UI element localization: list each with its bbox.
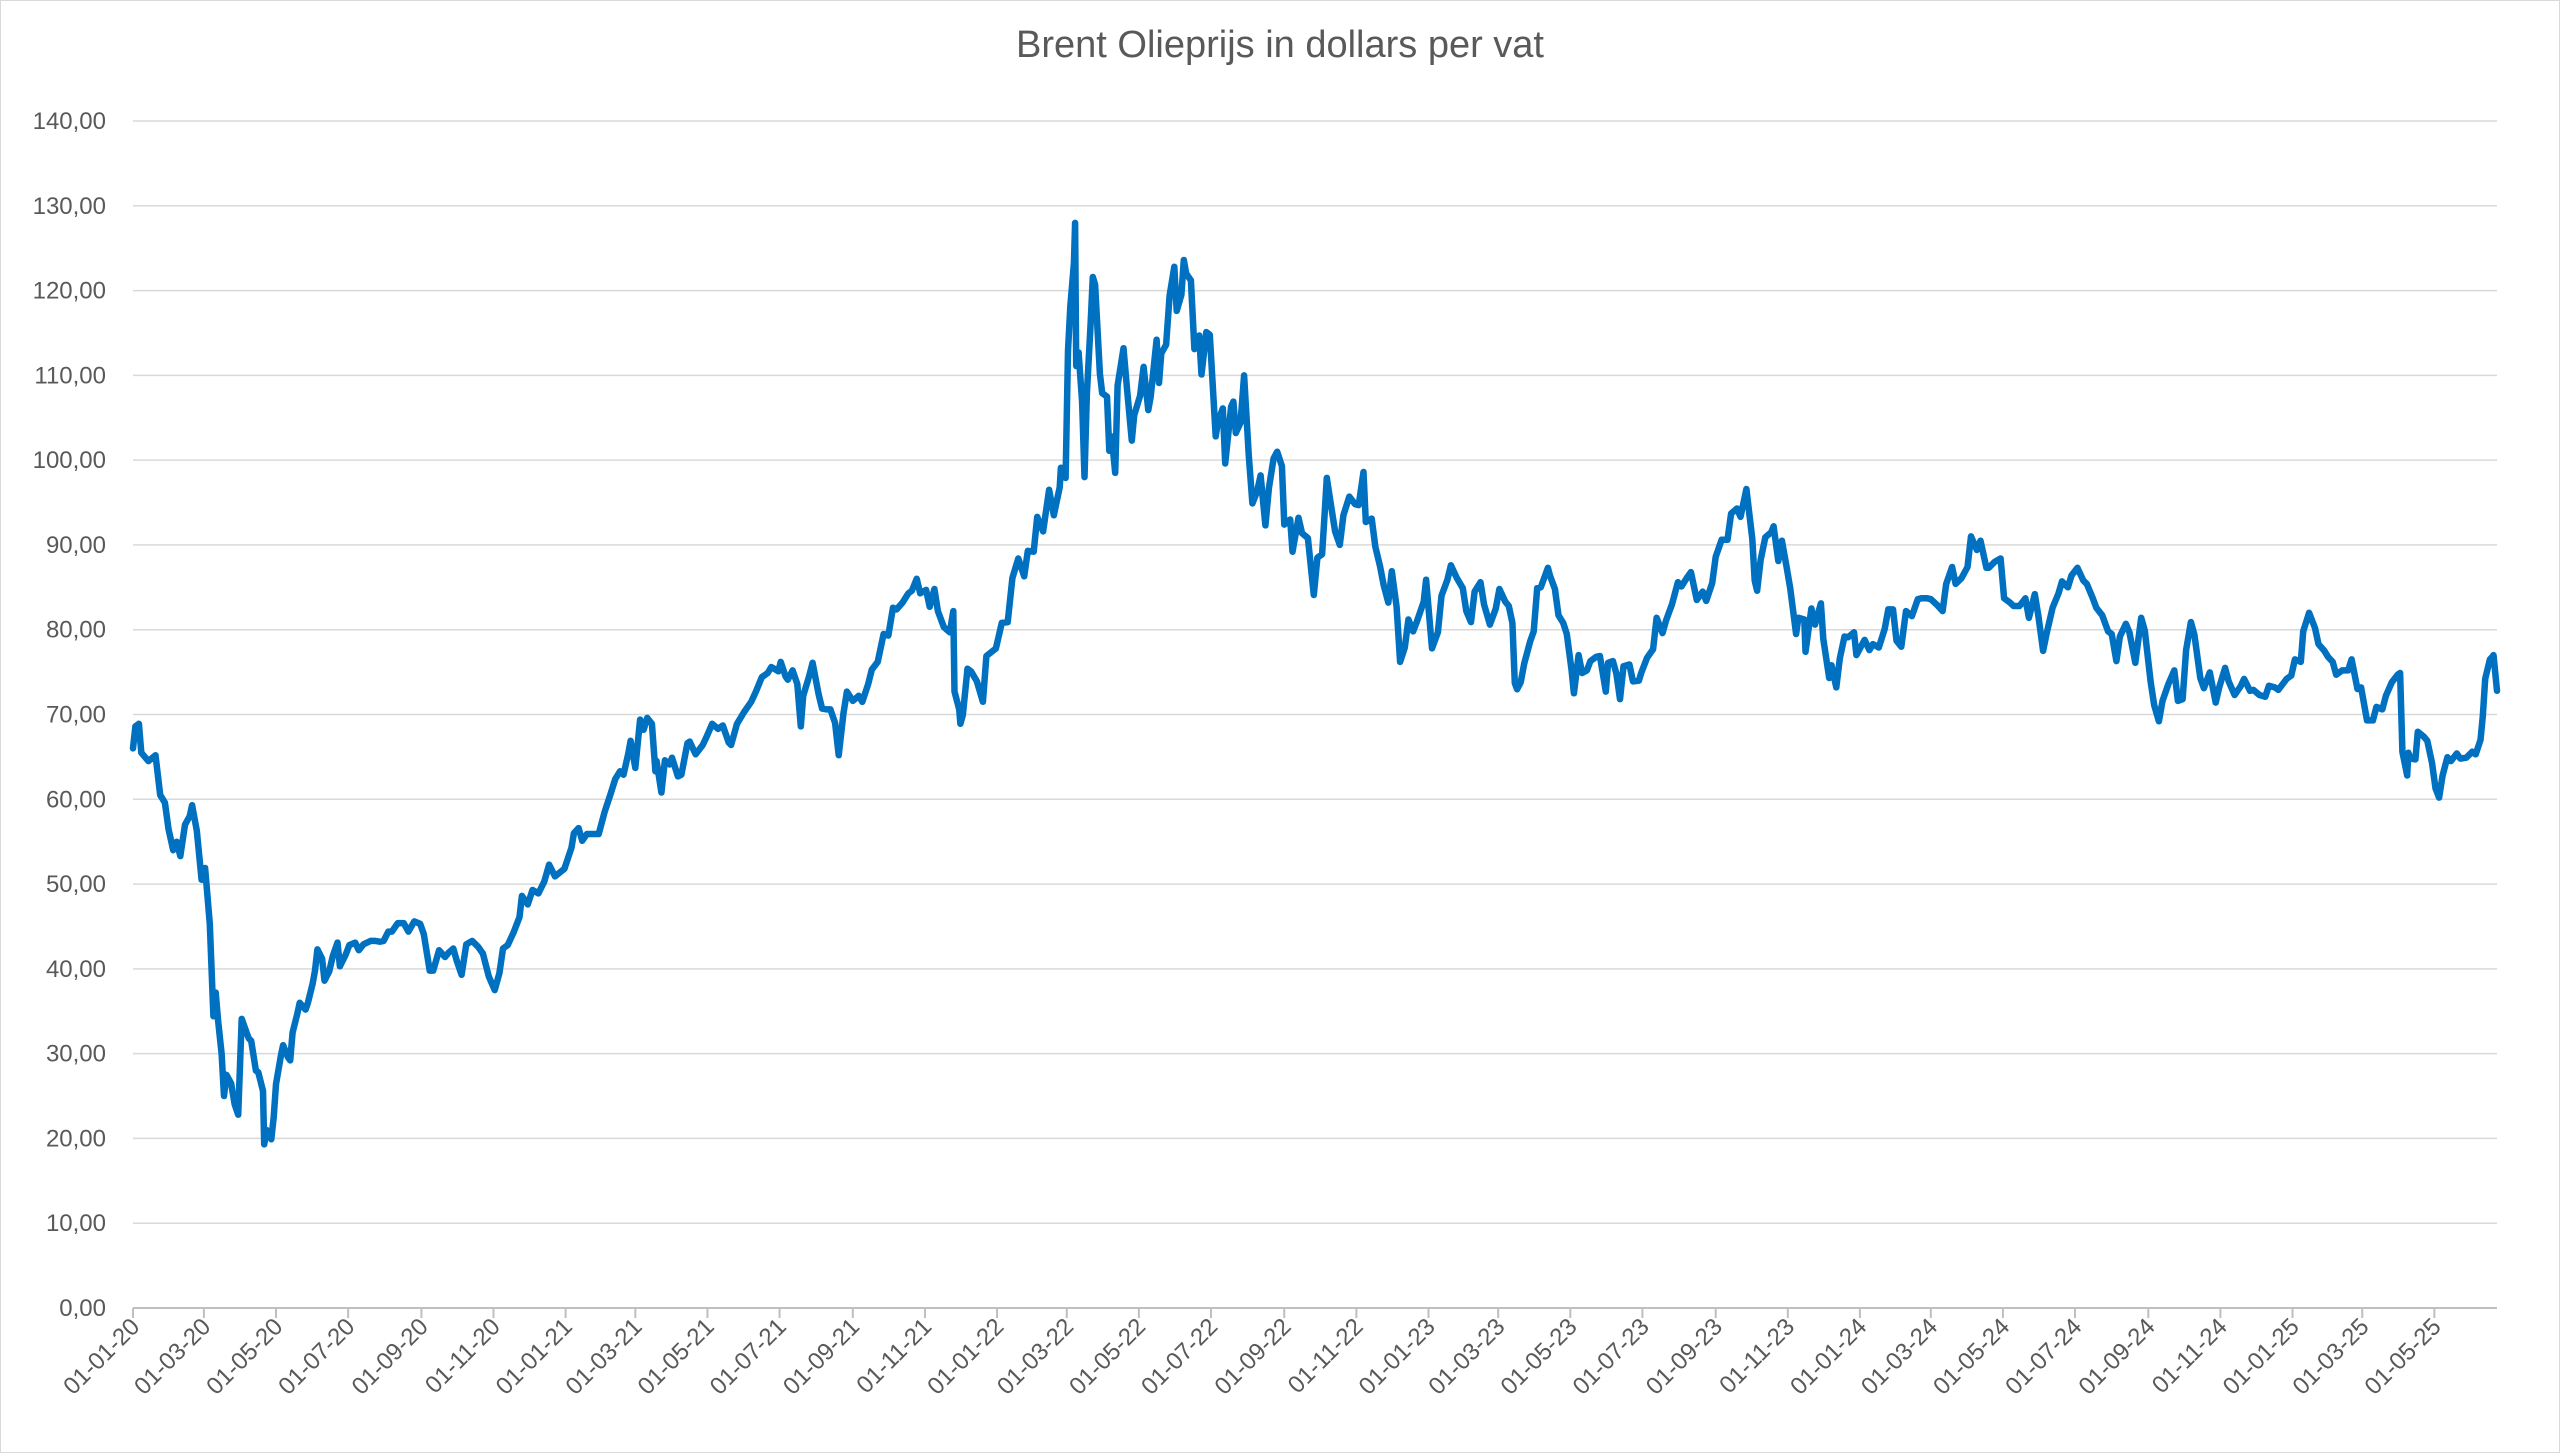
series-line (129, 219, 2501, 1148)
x-tick-label: 01-07-21 (705, 1313, 792, 1400)
x-tick-label: 01-09-20 (347, 1313, 434, 1400)
x-tick-label: 01-05-20 (201, 1313, 288, 1400)
x-tick-label: 01-05-22 (1064, 1313, 1151, 1400)
y-tick-label: 0,00 (59, 1295, 106, 1322)
y-tick-label: 120,00 (33, 278, 106, 305)
x-tick-label: 01-01-21 (491, 1313, 578, 1400)
x-tick-label: 01-09-24 (2074, 1313, 2161, 1400)
series-layer (129, 219, 2501, 1148)
y-tick-label: 100,00 (33, 447, 106, 474)
y-tick-label: 80,00 (46, 617, 106, 644)
x-tick-label: 01-09-21 (778, 1313, 865, 1400)
y-tick-label: 50,00 (46, 871, 106, 898)
y-tick-label: 60,00 (46, 786, 106, 813)
x-tick-label: 01-07-22 (1136, 1313, 1223, 1400)
x-tick-label: 01-01-20 (58, 1313, 145, 1400)
x-tick-label: 01-03-21 (561, 1313, 648, 1400)
y-tick-label: 140,00 (33, 108, 106, 135)
y-tick-label: 40,00 (46, 956, 106, 983)
x-axis: 01-01-2001-03-2001-05-2001-07-2001-09-20… (58, 1307, 2497, 1400)
x-tick-label: 01-01-25 (2218, 1313, 2305, 1400)
x-tick-label: 01-07-20 (273, 1313, 360, 1400)
y-axis-tick-labels: 0,00 10,00 20,00 30,00 40,00 50,00 60,00 70,00 8… (33, 108, 106, 1322)
x-tick-label: 01-01-23 (1354, 1313, 1441, 1400)
x-tick-label: 01-03-23 (1423, 1313, 1510, 1400)
x-tick-label: 01-03-22 (992, 1313, 1079, 1400)
x-tick-label: 01-11-20 (420, 1313, 506, 1399)
x-tick-label: 01-11-22 (1283, 1313, 1369, 1399)
x-tick-label: 01-11-21 (851, 1313, 937, 1399)
x-tick-label: 01-07-24 (2000, 1313, 2087, 1400)
gridlines (133, 120, 2497, 1224)
y-tick-label: 130,00 (33, 193, 106, 220)
chart-title: Brent Olieprijs in dollars per vat (1016, 24, 1544, 66)
x-tick-label: 01-07-23 (1568, 1313, 1655, 1400)
x-tick-label: 01-01-22 (922, 1313, 1009, 1400)
x-tick-label: 01-01-24 (1785, 1313, 1872, 1400)
x-tick-label: 01-03-25 (2287, 1313, 2374, 1400)
x-tick-label: 01-03-20 (129, 1313, 216, 1400)
x-tick-label: 01-05-25 (2360, 1313, 2447, 1400)
x-tick-label: 01-09-23 (1641, 1313, 1728, 1400)
y-tick-label: 10,00 (46, 1210, 106, 1237)
y-tick-label: 90,00 (46, 532, 106, 559)
x-tick-label: 01-05-24 (1928, 1313, 2015, 1400)
y-tick-label: 30,00 (46, 1041, 106, 1068)
x-tick-label: 01-03-24 (1856, 1313, 1943, 1400)
x-tick-label: 01-11-23 (1714, 1313, 1800, 1399)
x-tick-label: 01-09-22 (1209, 1313, 1296, 1400)
x-tick-label: 01-11-24 (2147, 1313, 2233, 1399)
y-tick-label: 110,00 (34, 362, 106, 389)
y-tick-label: 20,00 (46, 1125, 106, 1152)
x-tick-label: 01-05-23 (1496, 1313, 1583, 1400)
y-tick-label: 70,00 (46, 702, 106, 729)
x-tick-label: 01-05-21 (633, 1313, 720, 1400)
